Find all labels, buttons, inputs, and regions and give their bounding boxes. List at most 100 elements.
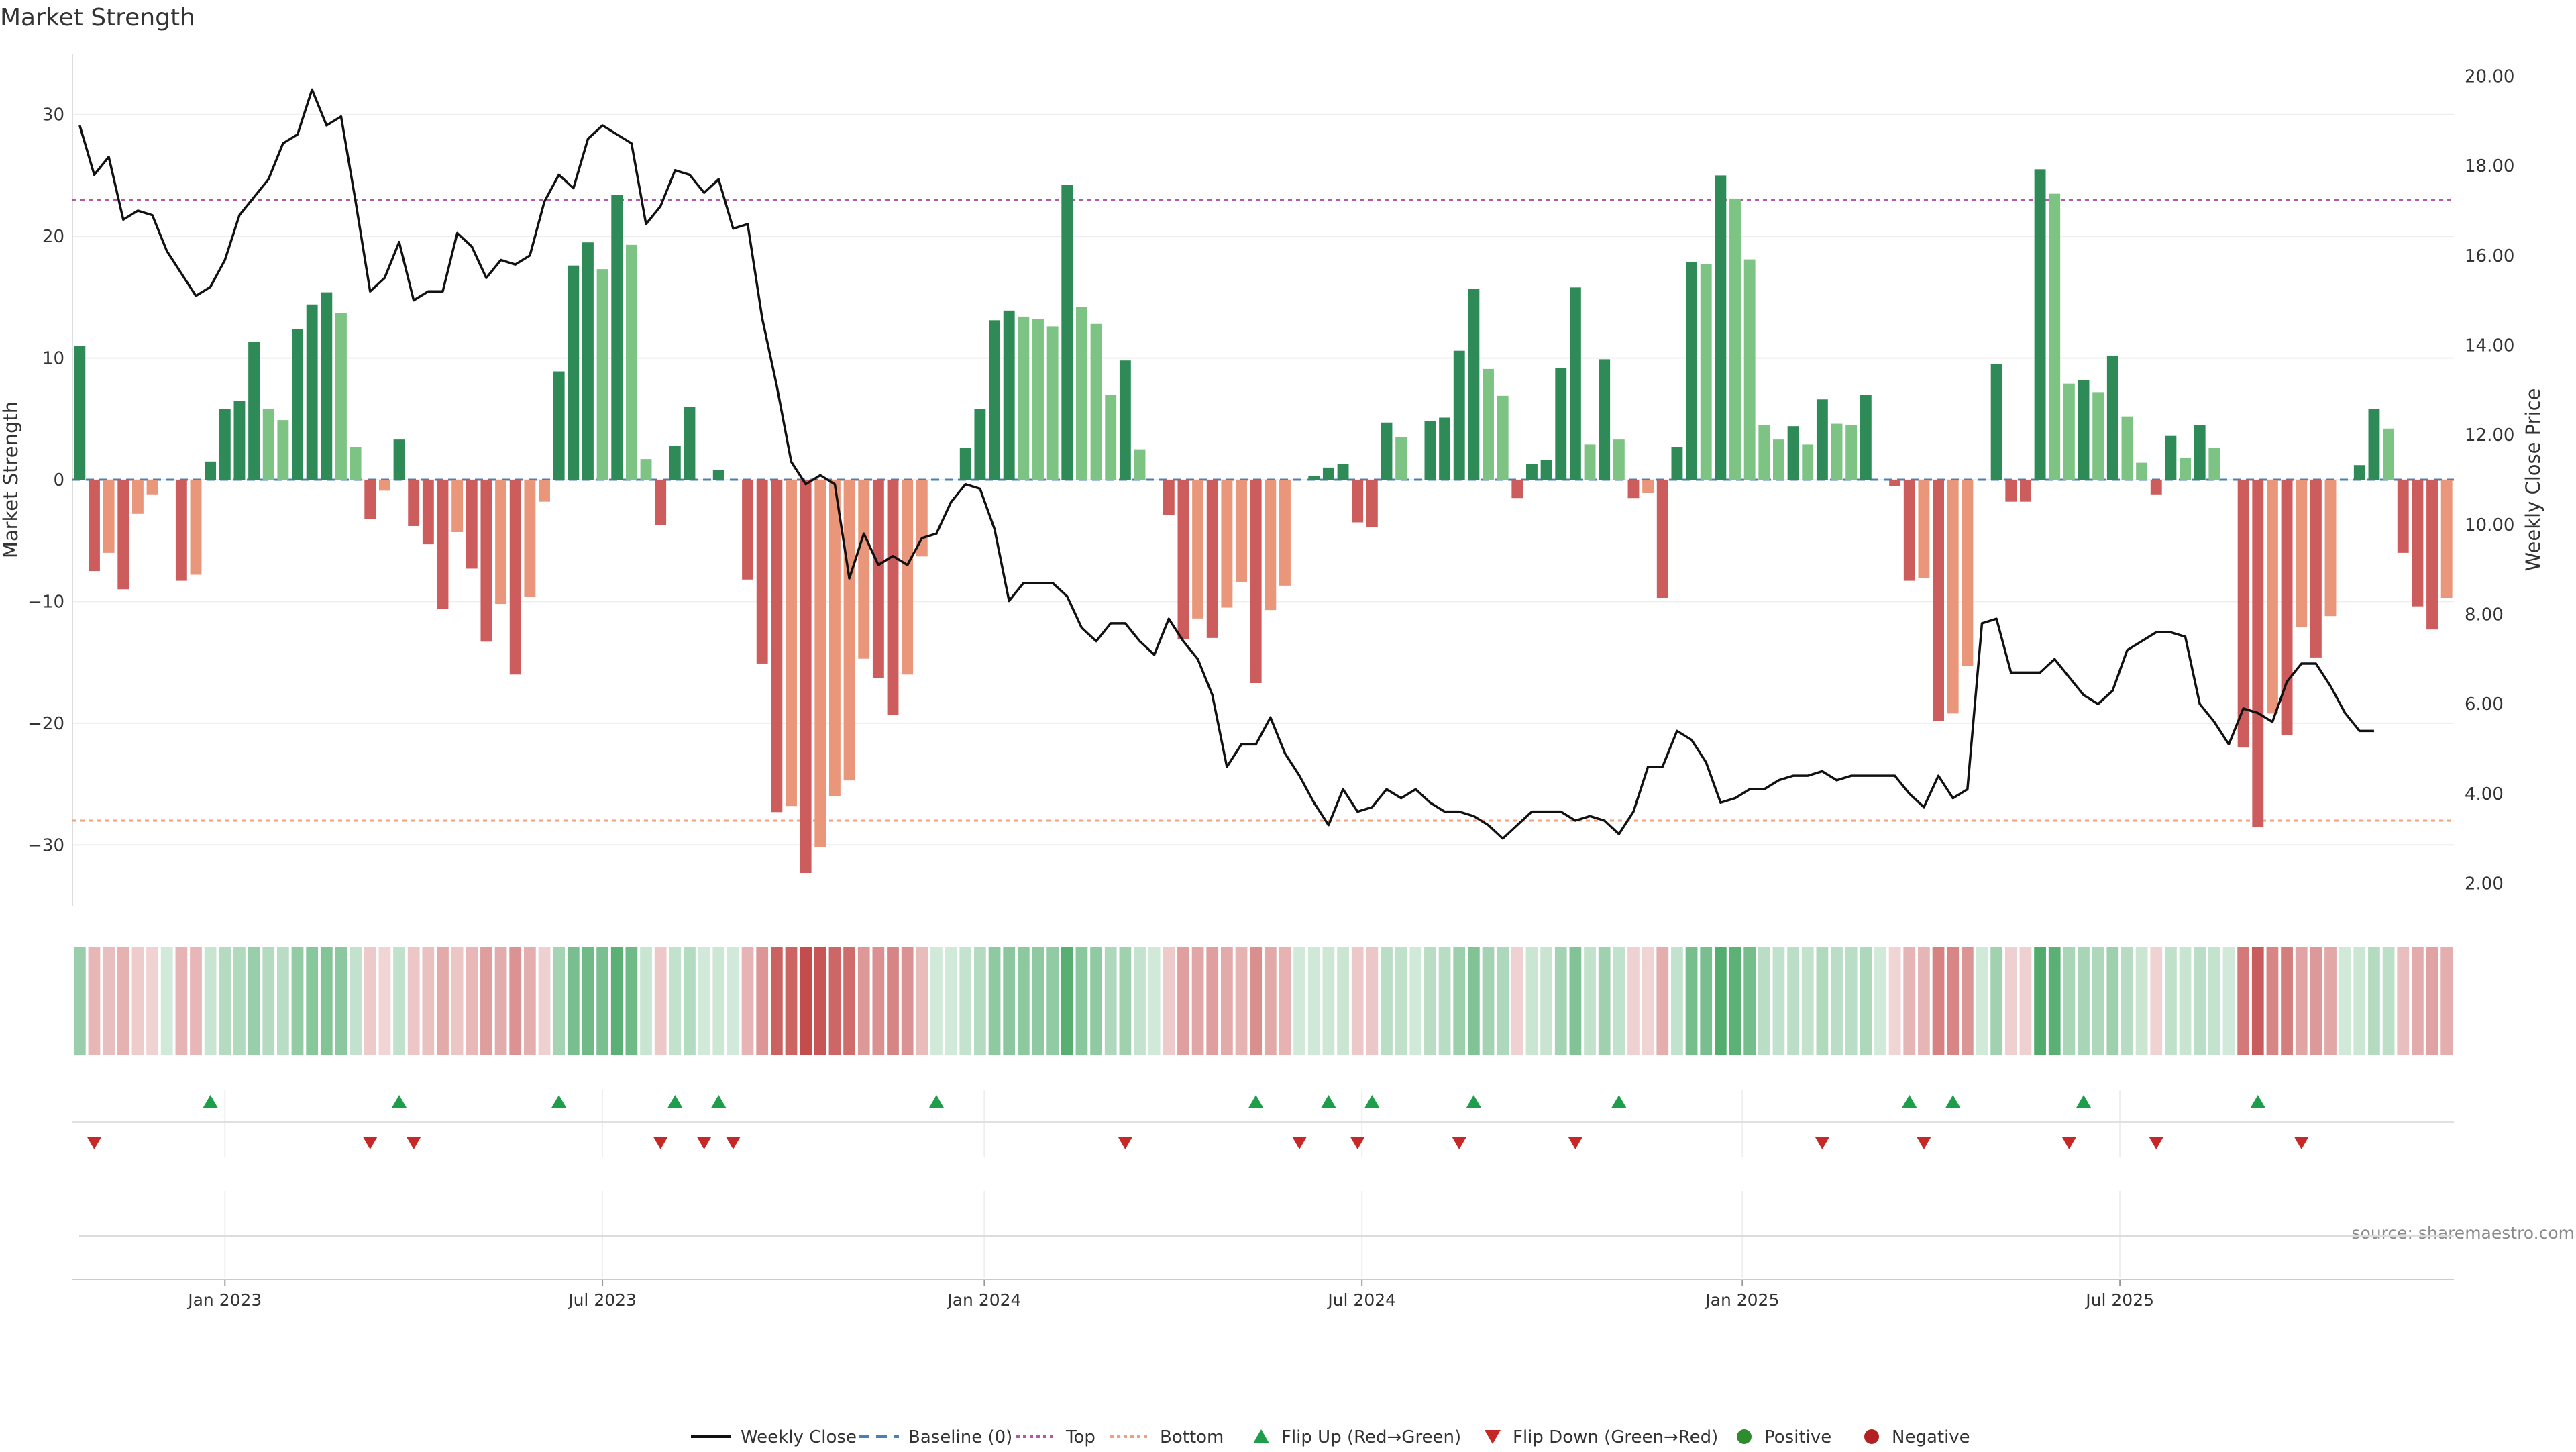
flip-down-marker [653, 1137, 668, 1149]
strength-bar [1337, 464, 1349, 480]
strength-bar [437, 480, 449, 609]
heat-cell [1554, 947, 1567, 1055]
heat-cell [2208, 947, 2220, 1055]
heat-cell [437, 947, 449, 1055]
strength-bar [1555, 368, 1567, 480]
heat-cell [1932, 947, 1945, 1055]
x-tick-label: Jan 2025 [1704, 1290, 1779, 1310]
heat-cell [553, 947, 566, 1055]
heat-cell [2106, 947, 2119, 1055]
heat-cell [103, 947, 115, 1055]
legend-label: Positive [1764, 1427, 1831, 1447]
strength-bar [596, 269, 608, 480]
strength-bar [1366, 480, 1378, 527]
heat-cell [320, 947, 333, 1055]
heat-cell [1627, 947, 1640, 1055]
strength-bar [872, 480, 884, 678]
heat-cell [451, 947, 464, 1055]
flip-up-marker [1466, 1095, 1481, 1108]
heat-cell [407, 947, 420, 1055]
heat-cell [1772, 947, 1785, 1055]
heat-cell [1177, 947, 1189, 1055]
heat-cell [131, 947, 144, 1055]
heat-cell [480, 947, 492, 1055]
heat-cell [1540, 947, 1552, 1055]
strength-bar [1236, 480, 1247, 582]
heat-cell [1104, 947, 1117, 1055]
heat-cell [1860, 947, 1872, 1055]
legend-label: Weekly Close [741, 1427, 857, 1447]
heat-cell [770, 947, 783, 1055]
heat-cell [785, 947, 798, 1055]
heat-cell [596, 947, 608, 1055]
strength-bar [756, 480, 768, 664]
strength-bar [553, 371, 565, 480]
heat-cell [1497, 947, 1509, 1055]
flip-up-marker [1611, 1095, 1627, 1108]
heat-cell [727, 947, 739, 1055]
heat-cell [741, 947, 754, 1055]
heat-cell [1307, 947, 1320, 1055]
strength-bar [350, 447, 362, 480]
strength-bar [887, 480, 899, 715]
strength-bar [539, 480, 550, 502]
heat-cell [1685, 947, 1698, 1055]
y-tick-label: −10 [28, 592, 64, 612]
strength-bar [1221, 480, 1233, 608]
heat-cell [190, 947, 202, 1055]
strength-bar [321, 292, 333, 480]
flip-up-marker [928, 1095, 944, 1108]
flip-up-marker [1902, 1095, 1917, 1108]
heat-cell [2194, 947, 2206, 1055]
heat-cell [1424, 947, 1436, 1055]
strength-bar [1032, 319, 1044, 480]
strength-bar [2049, 193, 2061, 480]
flip-down-marker [1568, 1137, 1583, 1149]
strength-bar [1395, 437, 1407, 480]
strength-bar [640, 459, 652, 480]
heat-cell [1264, 947, 1277, 1055]
strength-bar [786, 480, 797, 807]
flip-up-marker [1945, 1095, 1961, 1108]
flip-up-marker [711, 1095, 727, 1108]
strength-bar [1511, 480, 1523, 499]
strength-bar [1177, 480, 1189, 639]
strength-bar [1497, 395, 1509, 480]
heat-cell [1351, 947, 1364, 1055]
heat-cell [350, 947, 362, 1055]
strength-bar [2019, 480, 2031, 502]
strength-bar [1468, 289, 1480, 480]
strength-bar [1003, 310, 1015, 480]
strength-bar [959, 448, 971, 480]
strength-bar [1686, 262, 1698, 480]
strength-bar [2165, 435, 2177, 480]
strength-bar [1105, 395, 1117, 480]
flip-down-marker [2294, 1137, 2309, 1149]
x-tick-label: Jan 2024 [946, 1290, 1021, 1310]
heat-cell [1206, 947, 1219, 1055]
strength-bar [2412, 480, 2424, 607]
heat-cell [523, 947, 536, 1055]
heat-cell [1525, 947, 1538, 1055]
strength-bar [1134, 449, 1146, 480]
heat-cell [1845, 947, 1858, 1055]
heat-cell [1467, 947, 1480, 1055]
heat-cell [2281, 947, 2293, 1055]
strength-bar [205, 461, 217, 480]
heat-cell [1148, 947, 1161, 1055]
heat-cell [306, 947, 319, 1055]
heat-cell [1918, 947, 1930, 1055]
flip-down-marker [362, 1137, 378, 1149]
flip-up-marker [203, 1095, 218, 1108]
strength-bar [190, 480, 202, 575]
heat-cell [248, 947, 260, 1055]
strength-bar [1075, 307, 1087, 480]
flip-down-marker [87, 1137, 102, 1149]
legend-swatch [1485, 1430, 1501, 1444]
strength-bar [1090, 323, 1102, 480]
heat-cell [335, 947, 347, 1055]
strength-bar [2092, 392, 2104, 480]
heat-cell [1119, 947, 1132, 1055]
strength-bar [524, 480, 536, 597]
